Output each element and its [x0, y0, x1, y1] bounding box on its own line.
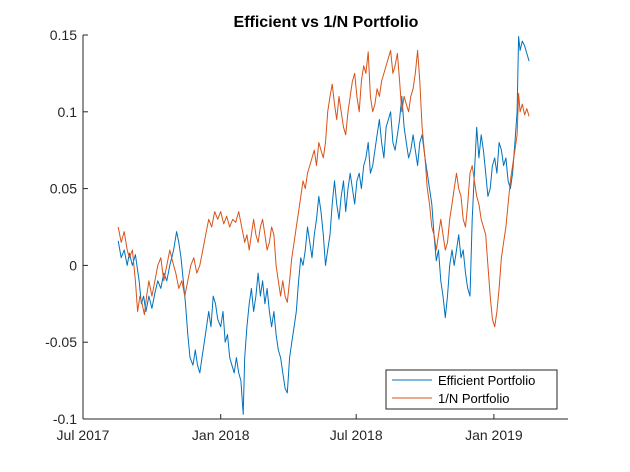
y-tick-label: 0.15 — [50, 27, 77, 43]
legend-box — [385, 369, 558, 410]
x-tick-label: Jan 2018 — [192, 427, 250, 443]
legend-label: Efficient Portfolio — [438, 373, 535, 388]
x-tick-label: Jul 2018 — [330, 427, 383, 443]
legend-label: 1/N Portfolio — [438, 391, 510, 406]
chart-title: Efficient vs 1/N Portfolio — [234, 14, 419, 31]
x-tick-label: Jul 2017 — [57, 427, 110, 443]
y-tick-label: 0 — [69, 257, 77, 273]
series-layer — [117, 36, 530, 415]
legend: Efficient Portfolio 1/N Portfolio — [385, 369, 558, 410]
y-tick-label: -0.05 — [45, 334, 77, 350]
y-tick-label: 0.1 — [58, 104, 78, 120]
y-tick-label: -0.1 — [53, 411, 77, 427]
y-tick-label: 0.05 — [50, 181, 77, 197]
series-line-1 — [117, 36, 530, 415]
series-line-2 — [117, 49, 530, 328]
x-tick-label: Jan 2019 — [465, 427, 523, 443]
